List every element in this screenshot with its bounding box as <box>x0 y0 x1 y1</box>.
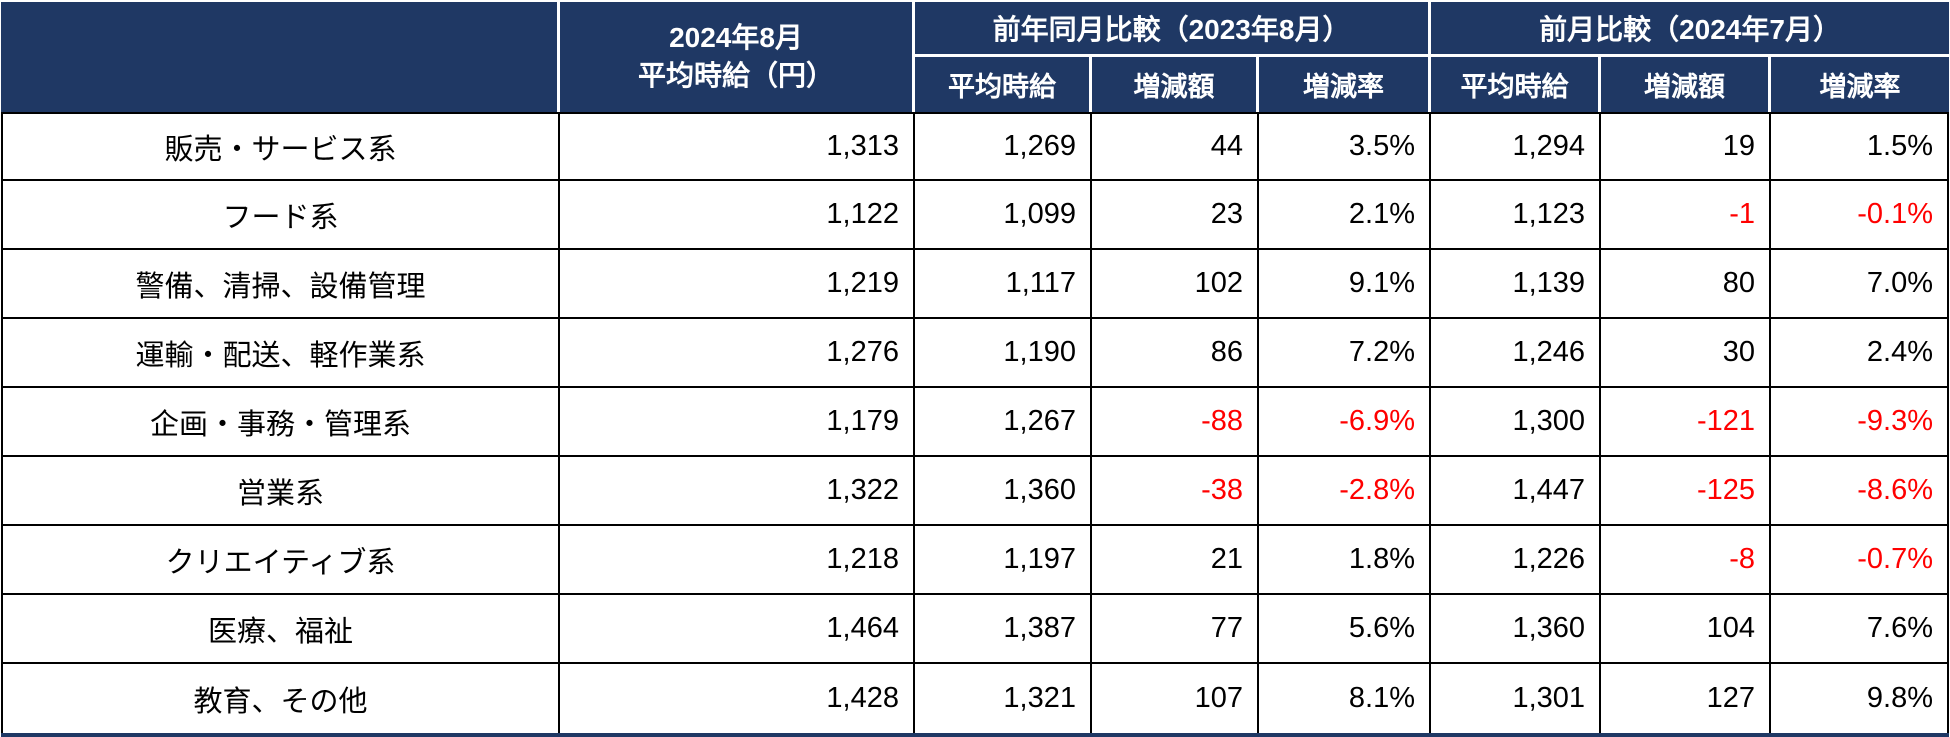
cell-mom-diff: -121 <box>1601 388 1772 457</box>
cell-mom-avg: 1,300 <box>1431 388 1602 457</box>
col-header-mom-avg: 平均時給 <box>1431 57 1602 112</box>
cell-current-avg: 1,122 <box>560 181 915 250</box>
cell-current-avg: 1,313 <box>560 112 915 181</box>
cell-current-avg: 1,218 <box>560 526 915 595</box>
cell-yoy-avg: 1,360 <box>915 457 1092 526</box>
table-row: クリエイティブ系 1,218 1,197 21 1.8% 1,226 -8 -0… <box>1 526 1950 595</box>
cell-current-avg: 1,179 <box>560 388 915 457</box>
row-category: 企画・事務・管理系 <box>1 388 560 457</box>
cell-yoy-avg: 1,267 <box>915 388 1092 457</box>
cell-yoy-diff: 86 <box>1092 319 1259 388</box>
cell-mom-rate: 7.6% <box>1771 595 1950 664</box>
col-header-mom-rate: 増減率 <box>1771 57 1950 112</box>
cell-yoy-rate: 8.1% <box>1259 664 1432 733</box>
cell-yoy-avg: 1,387 <box>915 595 1092 664</box>
cell-mom-diff: 104 <box>1601 595 1772 664</box>
cell-yoy-diff: 77 <box>1092 595 1259 664</box>
cell-mom-rate: 7.0% <box>1771 250 1950 319</box>
cell-mom-rate: -9.3% <box>1771 388 1950 457</box>
cell-mom-avg: 1,301 <box>1431 664 1602 733</box>
row-category: 教育、その他 <box>1 664 560 733</box>
row-category: クリエイティブ系 <box>1 526 560 595</box>
table-row: 営業系 1,322 1,360 -38 -2.8% 1,447 -125 -8.… <box>1 457 1950 526</box>
cell-yoy-avg: 1,099 <box>915 181 1092 250</box>
table-row: 販売・サービス系 1,313 1,269 44 3.5% 1,294 19 1.… <box>1 112 1950 181</box>
table-row: 運輸・配送、軽作業系 1,276 1,190 86 7.2% 1,246 30 … <box>1 319 1950 388</box>
cell-mom-rate: -0.1% <box>1771 181 1950 250</box>
col-header-mom-diff: 増減額 <box>1601 57 1772 112</box>
cell-mom-diff: 19 <box>1601 112 1772 181</box>
cell-mom-diff: 80 <box>1601 250 1772 319</box>
table-row: 医療、福祉 1,464 1,387 77 5.6% 1,360 104 7.6% <box>1 595 1950 664</box>
current-month-line2: 平均時給（円） <box>637 60 834 91</box>
cell-yoy-diff: 44 <box>1092 112 1259 181</box>
col-header-current-month: 2024年8月 平均時給（円） <box>560 2 915 112</box>
cell-mom-avg: 1,246 <box>1431 319 1602 388</box>
cell-current-avg: 1,464 <box>560 595 915 664</box>
row-category: 医療、福祉 <box>1 595 560 664</box>
cell-mom-rate: 9.8% <box>1771 664 1950 733</box>
cell-yoy-diff: 23 <box>1092 181 1259 250</box>
cell-current-avg: 1,219 <box>560 250 915 319</box>
cell-yoy-diff: -88 <box>1092 388 1259 457</box>
corner-cell <box>1 2 560 112</box>
cell-mom-avg: 1,139 <box>1431 250 1602 319</box>
col-group-yoy: 前年同月比較（2023年8月） <box>915 2 1432 57</box>
cell-yoy-rate: 5.6% <box>1259 595 1432 664</box>
table-row: 警備、清掃、設備管理 1,219 1,117 102 9.1% 1,139 80… <box>1 250 1950 319</box>
cell-yoy-rate: -6.9% <box>1259 388 1432 457</box>
cell-mom-diff: 127 <box>1601 664 1772 733</box>
cell-current-avg: 1,322 <box>560 457 915 526</box>
col-header-yoy-diff: 増減額 <box>1092 57 1259 112</box>
row-category: 販売・サービス系 <box>1 112 560 181</box>
cell-yoy-avg: 1,190 <box>915 319 1092 388</box>
cell-yoy-diff: -38 <box>1092 457 1259 526</box>
cell-current-avg: 1,428 <box>560 664 915 733</box>
cell-mom-rate: 1.5% <box>1771 112 1950 181</box>
cell-mom-rate: 2.4% <box>1771 319 1950 388</box>
cell-mom-diff: -1 <box>1601 181 1772 250</box>
cell-mom-diff: -125 <box>1601 457 1772 526</box>
table-row: 教育、その他 1,428 1,321 107 8.1% 1,301 127 9.… <box>1 664 1950 733</box>
cell-yoy-rate: 3.5% <box>1259 112 1432 181</box>
cell-yoy-avg: 1,197 <box>915 526 1092 595</box>
table-row: 企画・事務・管理系 1,179 1,267 -88 -6.9% 1,300 -1… <box>1 388 1950 457</box>
cell-mom-avg: 1,226 <box>1431 526 1602 595</box>
cell-mom-rate: -0.7% <box>1771 526 1950 595</box>
cell-yoy-avg: 1,321 <box>915 664 1092 733</box>
cell-mom-avg: 1,447 <box>1431 457 1602 526</box>
cell-yoy-rate: 9.1% <box>1259 250 1432 319</box>
row-category: フード系 <box>1 181 560 250</box>
cell-current-avg: 1,276 <box>560 319 915 388</box>
current-month-line1: 2024年8月 <box>669 22 803 54</box>
cell-yoy-avg: 1,269 <box>915 112 1092 181</box>
table-row: フード系 1,122 1,099 23 2.1% 1,123 -1 -0.1% <box>1 181 1950 250</box>
cell-yoy-rate: 7.2% <box>1259 319 1432 388</box>
cell-yoy-rate: -2.8% <box>1259 457 1432 526</box>
cell-yoy-diff: 21 <box>1092 526 1259 595</box>
cell-mom-rate: -8.6% <box>1771 457 1950 526</box>
row-category: 運輸・配送、軽作業系 <box>1 319 560 388</box>
col-header-yoy-rate: 増減率 <box>1259 57 1432 112</box>
cell-yoy-rate: 1.8% <box>1259 526 1432 595</box>
cell-mom-avg: 1,360 <box>1431 595 1602 664</box>
cell-mom-avg: 1,294 <box>1431 112 1602 181</box>
cell-yoy-avg: 1,117 <box>915 250 1092 319</box>
cell-yoy-diff: 102 <box>1092 250 1259 319</box>
col-group-mom: 前月比較（2024年7月） <box>1431 2 1950 57</box>
row-category: 営業系 <box>1 457 560 526</box>
cell-mom-diff: 30 <box>1601 319 1772 388</box>
col-header-yoy-avg: 平均時給 <box>915 57 1092 112</box>
cell-mom-diff: -8 <box>1601 526 1772 595</box>
cell-mom-avg: 1,123 <box>1431 181 1602 250</box>
row-category: 警備、清掃、設備管理 <box>1 250 560 319</box>
cell-yoy-diff: 107 <box>1092 664 1259 733</box>
cell-yoy-rate: 2.1% <box>1259 181 1432 250</box>
